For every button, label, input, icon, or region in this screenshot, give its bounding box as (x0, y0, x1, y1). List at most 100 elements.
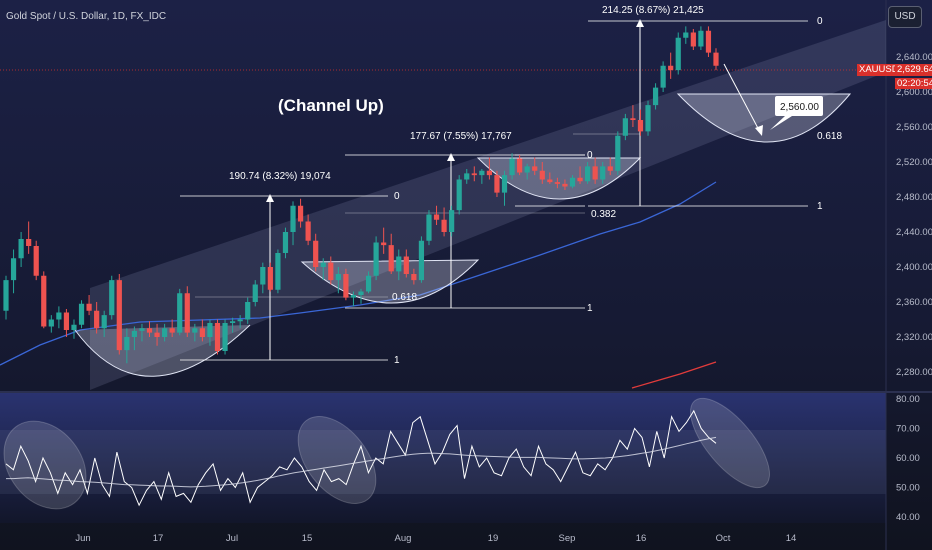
moving-average-blue (0, 181, 717, 366)
candle (10, 249, 17, 294)
rsi-tick-label: 80.00 (896, 394, 920, 405)
price-tick-label: 2,400.00 (896, 262, 932, 273)
rsi-tick-label: 50.00 (896, 483, 920, 494)
fib-label-2-1: 1 (587, 303, 593, 314)
candle (245, 297, 251, 324)
candle (464, 169, 470, 184)
candle (517, 155, 523, 176)
candlestick-series (3, 26, 719, 364)
candle (184, 286, 190, 337)
candle (509, 153, 515, 180)
candle (78, 300, 85, 329)
time-tick-label: Sep (559, 533, 576, 544)
rsi-indicator (5, 409, 717, 507)
moving-average-red (631, 361, 717, 389)
rsi-tick-label: 40.00 (896, 512, 920, 523)
candle (343, 268, 349, 301)
measure-arrow-2-head (447, 153, 455, 161)
candle (433, 205, 440, 225)
candle (18, 232, 24, 267)
candle (48, 315, 54, 333)
candle (162, 323, 168, 342)
time-tick-label: Jun (75, 533, 90, 544)
candle (615, 131, 621, 176)
price-tag: XAUUSD 2,629.64 (857, 64, 932, 76)
candle (335, 267, 341, 294)
candle (652, 83, 659, 110)
candle (660, 61, 666, 92)
candle (683, 26, 689, 44)
candle (494, 170, 500, 197)
rsi-highlight-ellipse-1 (3, 420, 87, 510)
candle (192, 323, 198, 342)
candle (260, 262, 266, 294)
rsi-tick-label: 60.00 (896, 453, 920, 464)
candle (56, 306, 62, 329)
rsi-highlight-ellipse-2 (297, 415, 377, 505)
candle (690, 29, 696, 50)
fib-label-4-618: 0.618 (817, 131, 842, 142)
rsi-band (0, 430, 886, 494)
candle (637, 109, 644, 136)
candle (94, 302, 100, 334)
candle (479, 169, 485, 184)
time-tick-label: 14 (786, 533, 797, 544)
candle (320, 258, 326, 281)
candle (456, 175, 462, 215)
candle (109, 275, 115, 320)
candle (547, 172, 553, 184)
candle (584, 162, 591, 184)
fib-label-1-618: 0.618 (392, 292, 417, 303)
candle (562, 179, 568, 190)
candle (313, 233, 319, 272)
candle (139, 323, 145, 342)
candle (297, 198, 304, 228)
fib-label-2-0: 0 (587, 150, 593, 161)
measure-arrow-3-head (636, 19, 644, 27)
measure-arrow-1-head (266, 194, 274, 202)
time-tick-label: 17 (153, 533, 164, 544)
candle (569, 175, 576, 189)
candle (600, 162, 606, 184)
candle (403, 249, 409, 278)
candle (539, 162, 545, 184)
candle (449, 205, 455, 237)
candle (237, 315, 243, 329)
candle (381, 227, 387, 254)
candle (214, 319, 221, 355)
candle (86, 295, 92, 316)
candle (222, 319, 228, 355)
candle (154, 323, 160, 346)
candle (418, 236, 425, 283)
time-tick-label: Oct (716, 533, 731, 544)
measure-label-3: 214.25 (8.67%) 21,425 (602, 5, 704, 16)
time-tick-label: Aug (395, 533, 412, 544)
fib-label-4-1: 1 (817, 201, 823, 212)
time-axis: Jun 17 Jul 15 Aug 19 Sep 16 Oct 14 (75, 533, 796, 544)
candle (373, 236, 379, 281)
candle (290, 201, 296, 246)
candle (63, 309, 70, 337)
candle (275, 249, 281, 294)
rsi-tick-label: 70.00 (896, 424, 920, 435)
candle (33, 240, 39, 281)
candle (668, 52, 674, 79)
candle (622, 113, 628, 141)
candle (698, 26, 704, 50)
candle-timer: 02:20:54 (895, 78, 932, 89)
candle (146, 321, 153, 337)
candle (177, 288, 183, 336)
candle (267, 262, 273, 292)
callout-target-value: 2,560.00 (780, 102, 819, 113)
candle (71, 319, 77, 339)
time-tick-label: Jul (226, 533, 238, 544)
candle (713, 48, 719, 71)
candle (705, 26, 712, 57)
candle (365, 271, 372, 294)
currency-button[interactable]: USD (888, 6, 922, 28)
candle (396, 249, 402, 281)
rsi-axis: 40.00 50.00 60.00 70.00 80.00 (896, 394, 920, 523)
candle (41, 271, 47, 329)
candle (388, 233, 394, 274)
